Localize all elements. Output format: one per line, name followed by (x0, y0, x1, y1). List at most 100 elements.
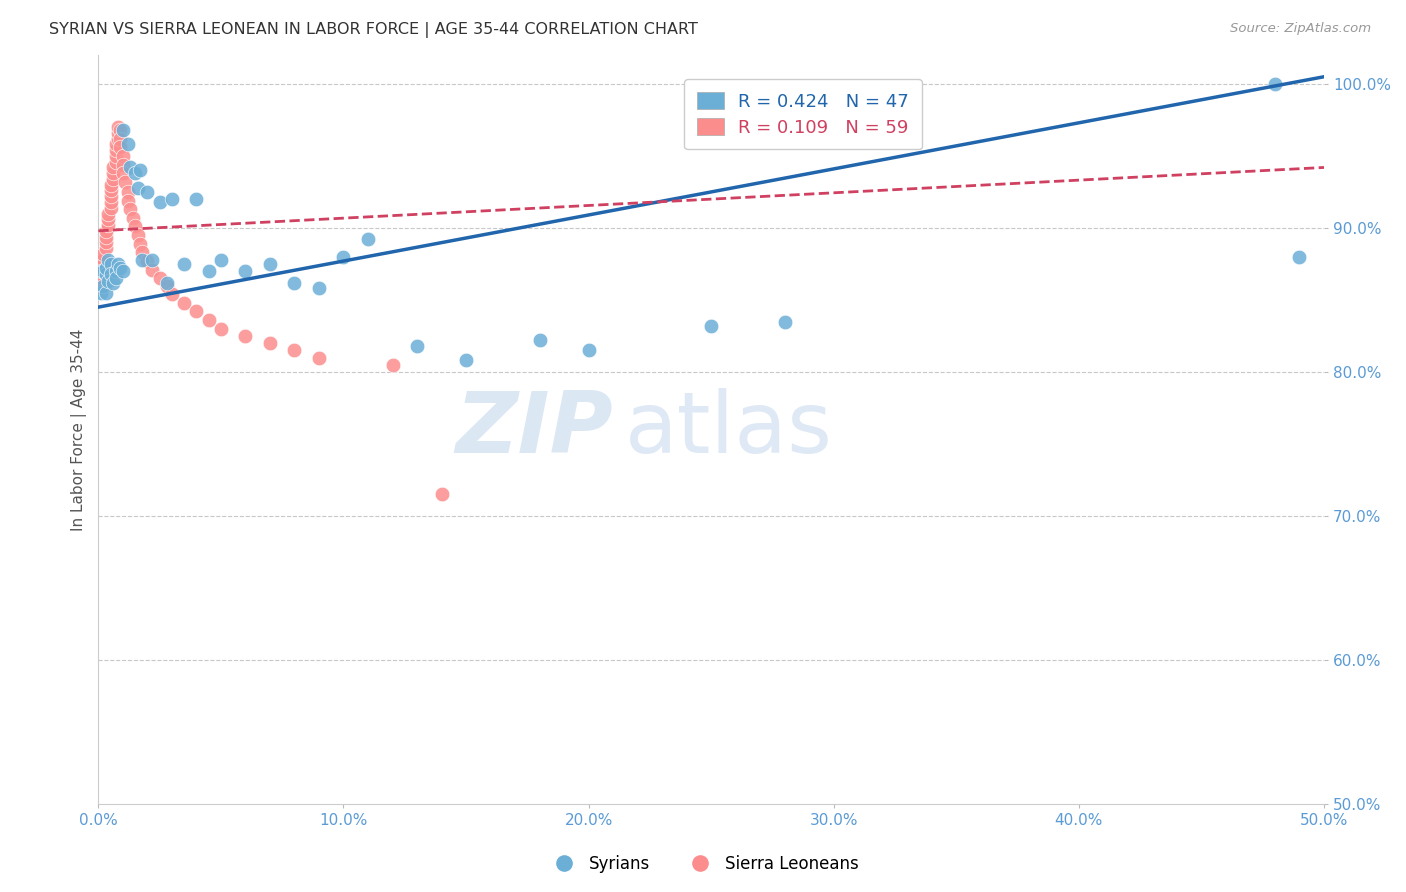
Point (160, 192, 183, 206)
Point (111, 158, 134, 172)
Point (1288, 250, 1310, 264)
Legend: R = 0.424   N = 47, R = 0.109   N = 59: R = 0.424 N = 47, R = 0.109 N = 59 (685, 79, 922, 149)
Point (94, 224, 117, 238)
Text: atlas: atlas (626, 388, 834, 471)
Point (127, 228, 149, 243)
Point (97, 274, 120, 288)
Point (94, 229, 117, 244)
Point (186, 192, 208, 206)
Point (90, 281, 112, 295)
Point (100, 184, 122, 198)
Point (283, 343, 305, 358)
Point (97, 212, 120, 227)
Point (173, 295, 195, 310)
Point (235, 329, 257, 343)
Point (91, 252, 114, 267)
Point (110, 131, 132, 145)
Point (94, 267, 117, 281)
Point (94, 235, 117, 250)
Point (107, 131, 129, 145)
Point (90, 285, 112, 300)
Point (117, 137, 139, 152)
Point (111, 149, 134, 163)
Text: SYRIAN VS SIERRA LEONEAN IN LABOR FORCE | AGE 35-44 CORRELATION CHART: SYRIAN VS SIERRA LEONEAN IN LABOR FORCE … (49, 22, 699, 38)
Point (104, 271, 127, 285)
Point (209, 252, 232, 267)
Point (111, 166, 134, 180)
Point (406, 339, 429, 353)
Point (332, 250, 354, 264)
Point (94, 261, 117, 276)
Point (91, 278, 114, 293)
Point (91, 247, 114, 261)
Point (107, 257, 129, 271)
Point (129, 236, 152, 251)
Point (97, 218, 120, 232)
Point (101, 161, 124, 175)
Point (110, 261, 132, 276)
Point (104, 149, 127, 163)
Point (381, 358, 404, 372)
Point (100, 257, 122, 271)
Point (91, 264, 114, 278)
Point (100, 189, 122, 203)
Point (100, 178, 122, 192)
Point (94, 285, 117, 300)
Point (91, 259, 114, 273)
Point (101, 172, 124, 186)
Point (91, 264, 114, 278)
Point (124, 166, 146, 180)
Point (131, 245, 153, 260)
Point (117, 194, 139, 208)
Point (111, 264, 134, 278)
Point (104, 154, 127, 169)
Point (700, 318, 723, 333)
Point (141, 262, 163, 277)
Point (124, 219, 146, 234)
Point (160, 287, 183, 301)
Point (209, 322, 232, 336)
Point (235, 264, 257, 278)
Point (110, 123, 132, 137)
Point (117, 185, 139, 199)
Y-axis label: In Labor Force | Age 35-44: In Labor Force | Age 35-44 (72, 328, 87, 531)
Point (136, 254, 159, 268)
Point (308, 281, 330, 295)
Point (120, 161, 142, 175)
Point (101, 166, 124, 180)
Point (100, 267, 122, 281)
Point (101, 276, 124, 290)
Point (173, 257, 195, 271)
Point (773, 314, 796, 328)
Point (100, 201, 122, 215)
Point (104, 264, 127, 278)
Point (141, 252, 163, 267)
Legend: Syrians, Sierra Leoneans: Syrians, Sierra Leoneans (540, 848, 866, 880)
Point (259, 336, 281, 351)
Point (1264, 77, 1286, 91)
Point (186, 304, 208, 318)
Point (104, 137, 127, 152)
Point (149, 194, 172, 209)
Point (578, 343, 600, 358)
Point (430, 487, 453, 501)
Point (90, 264, 112, 278)
Point (90, 276, 112, 290)
Point (131, 252, 153, 267)
Point (127, 180, 149, 194)
Point (114, 175, 136, 189)
Point (283, 276, 305, 290)
Text: ZIP: ZIP (456, 388, 613, 471)
Point (136, 185, 159, 199)
Point (357, 232, 380, 246)
Point (97, 206, 120, 220)
Point (104, 143, 127, 157)
Point (308, 351, 330, 365)
Point (454, 353, 477, 368)
Point (111, 123, 134, 137)
Point (97, 252, 120, 267)
Point (121, 211, 143, 225)
Point (120, 202, 142, 217)
Point (129, 163, 152, 178)
Point (94, 241, 117, 255)
